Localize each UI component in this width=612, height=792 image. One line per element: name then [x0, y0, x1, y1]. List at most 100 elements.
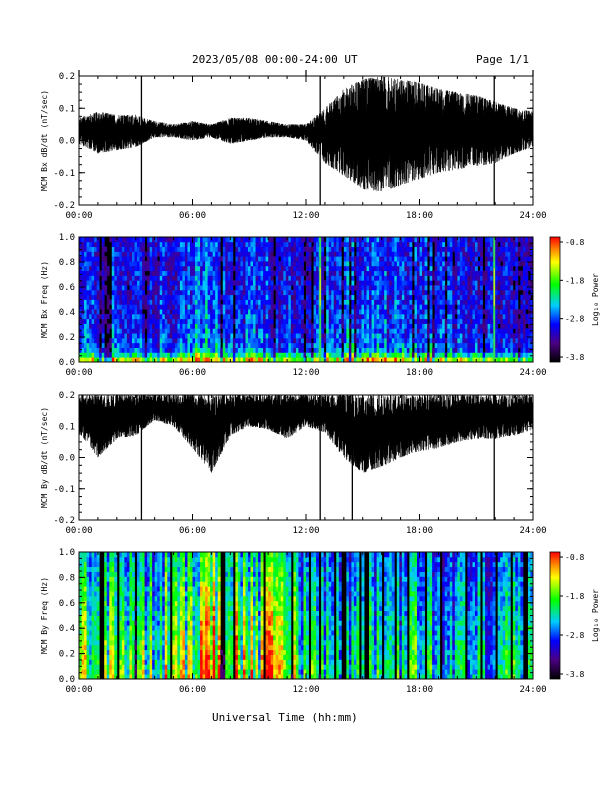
- panel1-cell: [336, 323, 340, 329]
- panel1-cell: [396, 333, 400, 339]
- panel1-cell: [424, 313, 428, 320]
- panel1-cell: [429, 357, 433, 363]
- panel1-cell: [157, 352, 161, 358]
- panel1-cell: [152, 309, 156, 315]
- panel1-cell: [250, 261, 254, 267]
- panel1-cell: [124, 333, 128, 339]
- panel1-cell: [404, 323, 408, 329]
- panel1-cell: [485, 313, 488, 320]
- panel1-cell: [376, 309, 380, 315]
- panel1-cell: [505, 318, 509, 324]
- panel1-cell: [91, 342, 95, 348]
- panel1-cell: [474, 289, 478, 296]
- panel1-cell: [131, 342, 135, 348]
- panel1-cell: [369, 342, 372, 348]
- panel1-cell: [192, 251, 196, 257]
- panel3-cell: [104, 664, 108, 670]
- panel1-cell: [79, 275, 82, 281]
- panel1-cell: [353, 309, 357, 315]
- panel1-cell: [109, 323, 113, 329]
- panel1-cell: [210, 299, 214, 305]
- panel1-cell: [419, 323, 423, 329]
- panel1-cell: [298, 251, 302, 257]
- panel1-xtick-label: 24:00: [519, 368, 546, 378]
- panel1-cell: [346, 347, 350, 353]
- panel1-cell: [121, 265, 125, 272]
- panel1-cell: [326, 299, 330, 305]
- panel1-cell: [260, 313, 264, 320]
- panel1-cell: [432, 352, 436, 358]
- panel1-cell: [295, 342, 299, 348]
- panel1-cell: [285, 241, 289, 248]
- panel1-cell: [227, 299, 231, 305]
- panel1-cell: [111, 256, 115, 262]
- panel1-cell: [495, 294, 499, 300]
- panel1-cell: [424, 347, 428, 353]
- panel1-cell: [192, 289, 196, 296]
- panel1-cell: [447, 261, 451, 267]
- panel1-cell: [424, 251, 428, 257]
- panel1-cell: [326, 251, 330, 257]
- panel1-cell: [263, 328, 267, 334]
- panel1-cell: [237, 241, 241, 248]
- panel1-cell: [124, 342, 128, 348]
- panel1-cell: [404, 241, 408, 248]
- panel1-cell: [308, 357, 312, 363]
- panel1-cell: [106, 357, 110, 363]
- panel1-cell: [300, 333, 304, 339]
- panel1-cell: [376, 333, 380, 339]
- panel1-cell: [522, 318, 526, 324]
- panel1-cell: [285, 289, 289, 296]
- panel1-cell: [197, 299, 201, 305]
- panel1-cell: [164, 299, 168, 305]
- panel1-cell: [172, 328, 176, 334]
- panel1-cell: [328, 309, 332, 315]
- panel1-cell: [268, 251, 272, 257]
- panel1-cell: [184, 352, 188, 358]
- panel1-cell: [189, 285, 193, 291]
- panel1-cell: [126, 352, 130, 358]
- panel1-cell: [134, 261, 138, 267]
- panel1-cell: [512, 347, 516, 353]
- panel1-cell: [91, 313, 95, 320]
- panel1-cell: [457, 342, 461, 348]
- panel1-cell: [139, 328, 143, 334]
- panel1-cell: [232, 289, 236, 296]
- panel1-cell: [495, 261, 499, 267]
- panel1-cell: [416, 347, 420, 353]
- panel1-cell: [240, 246, 244, 252]
- panel3-cell: [84, 600, 87, 607]
- panel1-cell: [404, 352, 408, 358]
- panel1-cell: [116, 342, 120, 348]
- panel1-cell: [406, 261, 410, 267]
- panel1-cell: [369, 256, 372, 262]
- panel1-cell: [331, 294, 335, 300]
- panel1-cell: [169, 270, 173, 276]
- panel1-cell: [515, 318, 519, 324]
- panel1-cell: [84, 261, 87, 267]
- panel1-cell: [217, 304, 221, 310]
- panel3-cell: [86, 639, 90, 646]
- panel1-cell: [94, 246, 98, 252]
- panel1-cell: [101, 275, 105, 281]
- panel1-cell: [94, 337, 98, 344]
- panel3-cell: [81, 566, 85, 572]
- panel1-cell: [81, 357, 85, 363]
- panel1-cell: [437, 313, 441, 320]
- panel1-cell: [429, 342, 433, 348]
- panel1-cell: [253, 304, 256, 310]
- panel1-cell: [517, 333, 521, 339]
- panel1-cell: [394, 323, 398, 329]
- panel1-cell: [316, 342, 320, 348]
- panel1-cell: [308, 342, 312, 348]
- panel1-cell: [321, 318, 325, 324]
- panel1-cell: [401, 261, 405, 267]
- panel1-cell: [379, 265, 383, 272]
- panel1-cell: [522, 280, 526, 286]
- panel1-cell: [371, 289, 375, 296]
- panel1-cell: [343, 261, 347, 267]
- panel1-cell: [326, 357, 330, 363]
- panel1-cell: [293, 246, 297, 252]
- panel1-cell: [346, 309, 350, 315]
- panel1-cell: [306, 275, 309, 281]
